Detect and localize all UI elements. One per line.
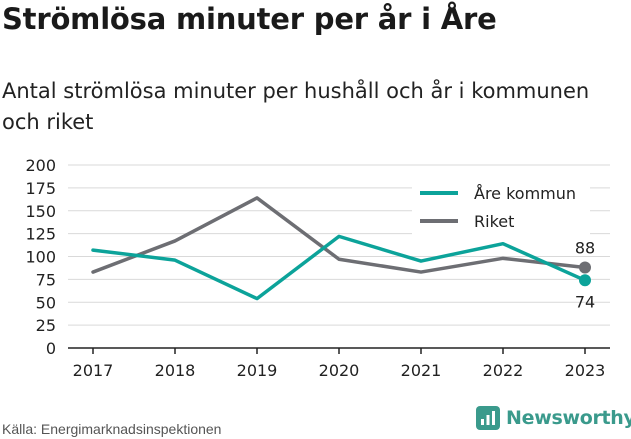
- chart-title: Strömlösa minuter per år i Åre: [2, 2, 497, 36]
- y-tick-label: 50: [36, 293, 56, 312]
- x-tick-label: 2019: [237, 361, 278, 380]
- y-tick-label: 100: [25, 248, 56, 267]
- end-point-riket: [579, 261, 591, 274]
- line-chart: 0 25 50 75 100 125 150 175 200 2017 2018 2019 2020 20…: [25, 156, 610, 380]
- x-tick-label: 2017: [73, 361, 114, 380]
- y-tick-label: 75: [36, 270, 56, 289]
- end-point-kommun: [579, 274, 591, 287]
- y-tick-label: 0: [46, 339, 56, 358]
- y-tick-label: 150: [25, 202, 56, 221]
- end-value-label: 74: [575, 292, 595, 311]
- bar-chart-icon: [476, 406, 500, 430]
- y-tick-label: 175: [25, 179, 56, 198]
- chart-subtitle: Antal strömlösa minuter per hushåll och …: [2, 79, 590, 134]
- x-tick-label: 2018: [155, 361, 196, 380]
- y-tick-label: 125: [25, 225, 56, 244]
- series-line-kommun: [91, 234, 587, 301]
- x-tick-label: 2022: [483, 361, 524, 380]
- x-tick-label: 2020: [319, 361, 360, 380]
- x-tick-label: 2021: [401, 361, 442, 380]
- legend-label: Riket: [474, 212, 514, 231]
- brand-logo: Newsworthy: [476, 406, 631, 430]
- y-tick-label: 200: [25, 156, 56, 175]
- brand-name: Newsworthy: [506, 407, 631, 429]
- y-tick-label: 25: [36, 316, 56, 335]
- series-line-riket: [91, 196, 587, 274]
- end-value-label: 88: [575, 238, 595, 257]
- legend-label: Åre kommun: [474, 184, 576, 203]
- legend-background: [412, 180, 590, 236]
- source-note: Källa: Energimarknadsinspektionen: [2, 421, 222, 437]
- x-tick-label: 2023: [565, 361, 606, 380]
